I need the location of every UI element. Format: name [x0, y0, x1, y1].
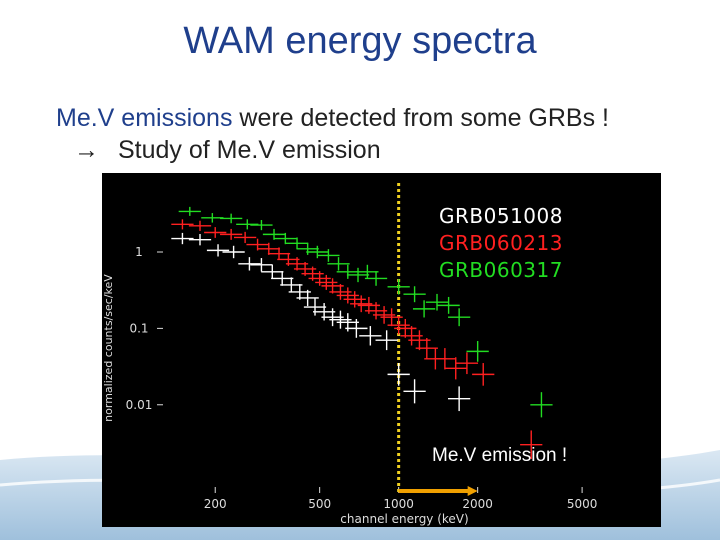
- data-point: [346, 267, 370, 283]
- legend-entry-grb060213: GRB060213: [439, 231, 563, 255]
- y-axis-label: normalized counts/sec/keV: [102, 274, 115, 422]
- data-point: [387, 279, 410, 295]
- data-point: [403, 379, 426, 404]
- x-tick-label: 5000: [567, 497, 598, 511]
- data-point: [448, 386, 471, 412]
- x-tick-label: 1000: [383, 497, 414, 511]
- mev-emission-annotation: Me.V emission !: [432, 445, 568, 466]
- bullet-line-1: Me.V emissions were detected from some G…: [56, 104, 609, 133]
- bullet-line-2: → Study of Me.V emission: [74, 136, 381, 165]
- data-point: [375, 330, 398, 351]
- data-point: [387, 363, 410, 386]
- data-point: [178, 206, 201, 216]
- data-point: [412, 300, 436, 318]
- data-point: [267, 247, 291, 260]
- data-point: [220, 228, 243, 240]
- x-tick-label: 2000: [462, 497, 493, 511]
- data-point: [520, 430, 543, 459]
- data-point: [387, 315, 410, 335]
- data-point: [444, 357, 467, 380]
- data-point: [234, 231, 257, 244]
- data-point: [222, 245, 245, 259]
- data-point: [403, 286, 426, 303]
- data-point: [261, 264, 284, 279]
- data-point: [394, 318, 417, 338]
- right-arrow-icon: →: [74, 136, 99, 164]
- data-point: [303, 298, 327, 316]
- data-point: [250, 258, 273, 272]
- data-point: [271, 271, 294, 286]
- data-point: [188, 233, 212, 246]
- data-point: [171, 219, 194, 230]
- slide-title: WAM energy spectra: [183, 20, 537, 62]
- data-point: [530, 392, 553, 418]
- data-point: [472, 363, 495, 386]
- data-point: [308, 271, 331, 286]
- data-point: [171, 232, 194, 245]
- data-point: [250, 220, 273, 231]
- data-point: [306, 245, 329, 259]
- data-point: [317, 249, 340, 262]
- bullet-line-1-rest: were detected from some GRBs !: [232, 104, 609, 132]
- data-point: [455, 352, 479, 375]
- data-point: [238, 257, 261, 271]
- data-point: [274, 232, 297, 245]
- data-point: [236, 219, 259, 230]
- x-tick-label: 200: [204, 497, 227, 511]
- data-point: [188, 220, 212, 231]
- data-point: [336, 264, 359, 279]
- data-point: [356, 264, 379, 279]
- data-point: [262, 228, 286, 240]
- data-point: [364, 271, 388, 286]
- data-point: [206, 244, 230, 257]
- data-point: [280, 277, 303, 293]
- spectrum-plot: 200 500 1000 2000 5000 1 0.1 0.01 channel energy…: [102, 182, 613, 526]
- data-point: [437, 296, 460, 314]
- data-point: [201, 213, 224, 223]
- data-point: [246, 238, 269, 251]
- chart-legend: GRB051008 GRB060213 GRB060317: [439, 203, 563, 284]
- mev-arrow-head: [467, 486, 478, 496]
- data-point: [345, 318, 368, 338]
- data-point: [327, 257, 350, 271]
- data-point: [220, 213, 243, 224]
- data-point: [204, 227, 227, 238]
- data-point: [415, 337, 438, 359]
- data-point: [466, 341, 489, 362]
- data-point: [425, 293, 449, 311]
- x-tick-label: 500: [308, 497, 331, 511]
- plot-frame: [156, 182, 613, 494]
- data-point: [296, 242, 319, 255]
- data-point: [448, 308, 471, 327]
- highlight-text: Me.V emissions: [56, 104, 233, 132]
- data-point: [359, 326, 382, 346]
- data-point: [257, 242, 280, 255]
- spectrum-chart: 200 500 1000 2000 5000 1 0.1 0.01 channel energy…: [102, 173, 661, 527]
- data-point: [343, 291, 366, 308]
- bullet-line-2-text: Study of Me.V emission: [118, 136, 381, 164]
- data-point: [296, 289, 319, 307]
- data-point: [285, 237, 309, 250]
- data-point: [433, 348, 456, 370]
- y-tick-label: 0.01: [126, 398, 153, 412]
- legend-entry-grb060317: GRB060317: [439, 258, 563, 282]
- data-point: [315, 274, 338, 290]
- y-tick-label: 0.1: [129, 321, 148, 335]
- y-tick-label: 1: [135, 245, 143, 259]
- legend-entry-grb051008: GRB051008: [439, 204, 563, 228]
- x-axis-label: channel energy (keV): [340, 512, 468, 526]
